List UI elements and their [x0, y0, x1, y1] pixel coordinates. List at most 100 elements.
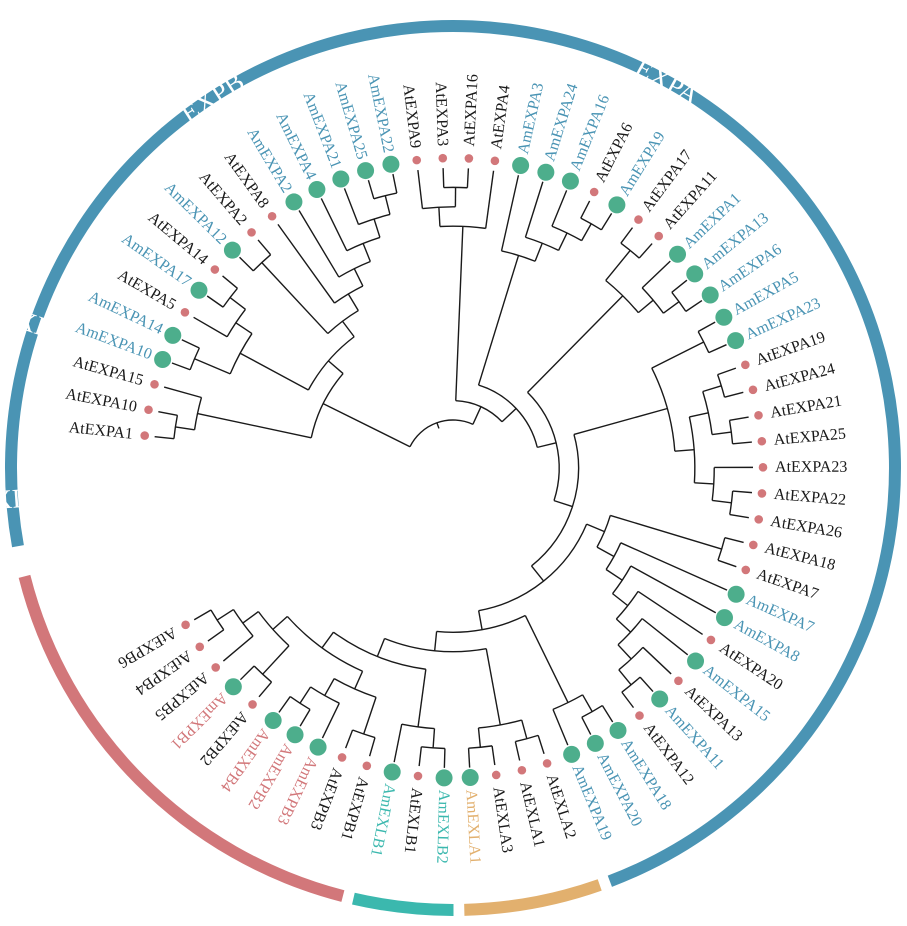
clade-label-expb: EXPB	[175, 66, 249, 129]
clade-label-exla: EXLA	[0, 481, 50, 516]
leaf-marker-atexpa1	[140, 431, 149, 440]
branch-segment-64	[500, 175, 520, 252]
branch-segment-194	[537, 442, 557, 449]
branch-segment-187	[573, 407, 668, 436]
branch-segment-125	[596, 546, 615, 558]
branch-segment-188	[530, 565, 545, 582]
branch-arc-102	[717, 537, 726, 561]
branch-segment-16	[194, 358, 231, 375]
branch-segment-155	[299, 686, 312, 704]
clade-label-expa: EXPA	[630, 52, 704, 111]
branch-segment-128	[581, 716, 592, 735]
branch-segment-191	[553, 499, 573, 508]
leaf-marker-amexpa13	[686, 265, 704, 283]
branch-segment-166	[222, 635, 254, 662]
leaf-marker-amexpa14	[164, 326, 182, 344]
branch-segment-142	[443, 748, 446, 768]
branch-segment-61	[524, 181, 544, 238]
leaf-marker-amexpa22	[382, 155, 400, 173]
branch-segment-196	[455, 226, 464, 401]
leaf-label-atexpa23: AtEXPA23	[775, 459, 847, 476]
leaf-label-amexla1: AmEXLA1	[462, 789, 483, 864]
leaf-marker-atexpa23	[758, 463, 768, 472]
leaf-marker-amexpa16	[561, 172, 579, 190]
branch-segment-127	[601, 705, 614, 723]
branch-segment-29	[373, 218, 381, 238]
leaf-marker-atexpa10	[144, 405, 153, 415]
branch-segment-38	[347, 293, 359, 311]
branch-segment-34	[277, 223, 336, 304]
branch-arc-21	[373, 192, 397, 200]
branch-segment-20	[257, 239, 272, 256]
branch-segment-152	[278, 696, 291, 713]
branch-segment-23	[392, 173, 398, 194]
branch-arc-126	[581, 704, 603, 718]
branch-segment-103	[724, 536, 744, 544]
branch-segment-53	[485, 170, 495, 229]
branch-segment-13	[193, 316, 228, 338]
branch-segment-19	[239, 256, 254, 272]
branch-segment-46	[442, 168, 445, 188]
branch-segment-17	[235, 322, 253, 335]
branch-segment-49	[417, 169, 424, 209]
leaf-marker-atexpa6	[589, 187, 599, 197]
branch-segment-92	[729, 513, 749, 519]
branch-arc-27	[346, 236, 381, 252]
branch-segment-106	[639, 676, 654, 693]
branch-segment-175	[417, 669, 427, 727]
branch-segment-157	[363, 697, 377, 735]
branch-segment-185	[477, 610, 483, 630]
branch-segment-184	[586, 523, 605, 533]
branch-segment-170	[242, 611, 259, 624]
leaf-label-atexpa15: AtEXPA15	[71, 353, 145, 389]
branch-segment-8	[181, 339, 200, 349]
leaf-marker-atexpa26	[754, 515, 764, 524]
leaf-label-atexpa25: AtEXPA25	[773, 426, 847, 449]
branch-segment-67	[620, 227, 634, 244]
leaf-label-atexpb1: AtEXPB1	[337, 775, 371, 842]
leaf-marker-atexpa3	[438, 153, 448, 163]
branch-arc-105	[621, 676, 641, 693]
branch-segment-161	[239, 665, 255, 681]
leaf-marker-amexpa19	[563, 745, 581, 763]
branch-segment-182	[433, 631, 438, 651]
leaf-marker-amexlb1	[383, 763, 401, 781]
branch-segment-85	[729, 416, 749, 422]
leaf-marker-amexpa12	[223, 241, 241, 259]
branch-segment-70	[671, 279, 688, 293]
leaf-label-amexlb2: AmEXLB2	[433, 790, 452, 864]
leaf-marker-atexpa2	[247, 228, 256, 237]
leaf-marker-amexpa17	[190, 281, 208, 299]
branch-arc-186	[531, 434, 580, 567]
leaf-marker-amexpa5	[715, 308, 733, 326]
branch-segment-169	[262, 645, 290, 675]
leaf-label-atexla1: AtEXLA1	[516, 780, 547, 849]
branch-segment-172	[354, 670, 364, 690]
leaf-marker-atexpb2	[248, 700, 257, 709]
leaf-label-atexpa18: AtEXPA18	[763, 540, 837, 574]
branch-segment-173	[272, 615, 288, 630]
leaf-label-amexlb1: AmEXLB1	[367, 782, 398, 858]
branch-segment-71	[685, 299, 703, 312]
branch-segment-58	[551, 190, 568, 227]
branch-segment-32	[362, 243, 371, 262]
branch-segment-7	[171, 362, 191, 371]
leaf-marker-atexpa24	[748, 385, 758, 395]
branch-segment-77	[637, 299, 654, 314]
branch-segment-134	[514, 741, 521, 761]
leaf-marker-amexpa6	[701, 286, 719, 304]
branch-segment-68	[638, 243, 653, 259]
branch-segment-139	[521, 719, 528, 739]
branch-segment-4	[175, 426, 195, 431]
branch-segment-137	[467, 748, 471, 768]
branch-segment-74	[662, 301, 680, 314]
leaf-label-atexpa24: AtEXPA24	[762, 360, 836, 395]
leaf-label-atexpa10: AtEXPA10	[64, 386, 138, 416]
leaf-marker-amexpb2	[286, 726, 304, 744]
branch-segment-22	[367, 179, 375, 199]
leaf-marker-amexlb2	[435, 769, 453, 787]
leaf-marker-amexla1	[461, 769, 479, 787]
leaf-label-amexpa22: AmEXPA22	[364, 72, 397, 154]
